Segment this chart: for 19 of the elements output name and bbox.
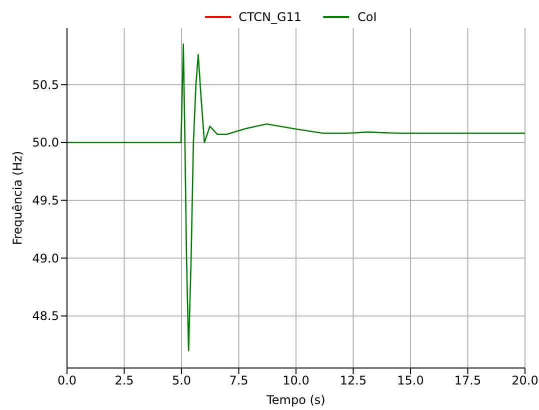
- y-tick-label: 49.5: [32, 194, 59, 208]
- x-tick-label: 2.5: [114, 374, 134, 388]
- x-tick-label: 7.5: [229, 374, 248, 388]
- y-tick-label: 50.5: [32, 78, 59, 92]
- x-tick-label: 5.0: [172, 374, 192, 388]
- y-tick-label: 49.0: [32, 251, 59, 266]
- legend-label: CTCN_G11: [238, 10, 302, 24]
- y-tick-label: 50.0: [32, 136, 59, 150]
- x-tick-label: 12.5: [340, 374, 367, 388]
- line-series: [67, 44, 525, 352]
- x-tick-label: 17.5: [454, 374, 482, 388]
- y-axis-title: Frequência (Hz): [10, 150, 24, 246]
- x-tick-label: 15.0: [397, 374, 424, 388]
- x-tick-label: 10.0: [282, 374, 310, 388]
- legend-label: CoI: [358, 10, 377, 24]
- y-tick-label: 48.5: [32, 309, 59, 324]
- x-tick-label: 0.0: [57, 374, 77, 388]
- x-tick-label: 20.0: [512, 374, 538, 388]
- x-axis-title: Tempo (s): [266, 393, 326, 407]
